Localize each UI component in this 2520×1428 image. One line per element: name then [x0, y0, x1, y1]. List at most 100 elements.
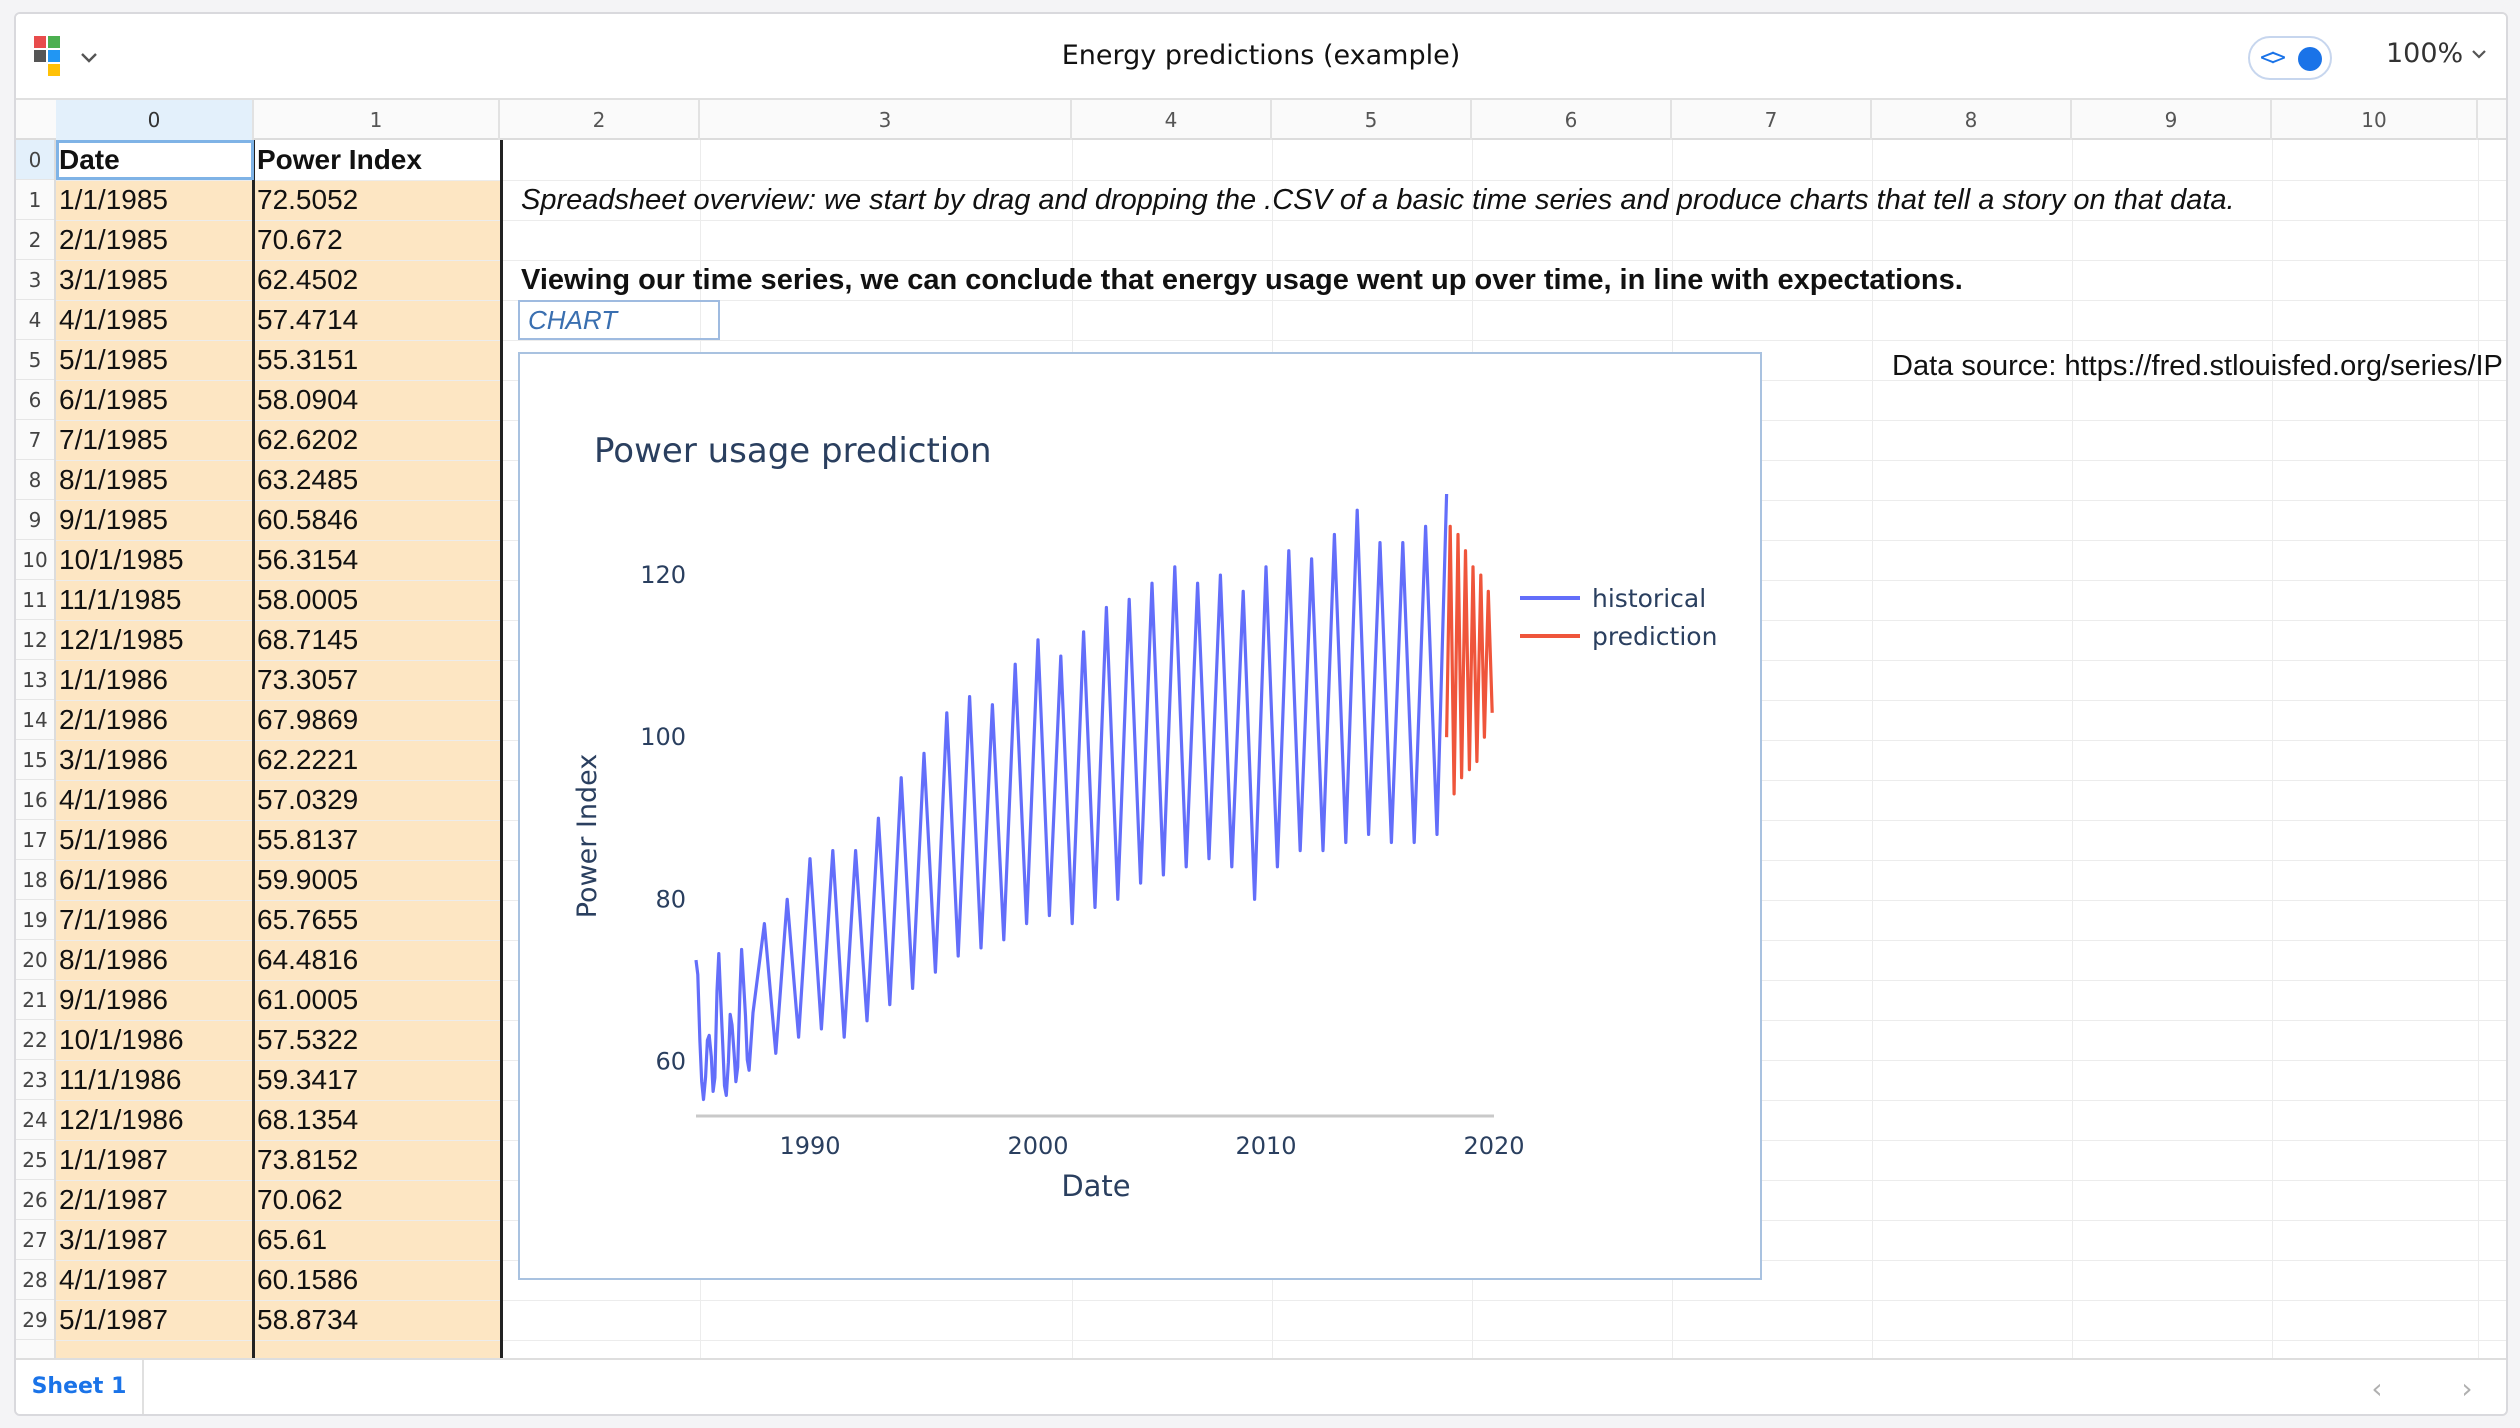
power-index-cell[interactable]: 70.062: [257, 1184, 343, 1215]
date-cell[interactable]: 2/1/1985: [59, 224, 168, 255]
row-header-15[interactable]: 15: [16, 740, 54, 780]
row-header-5[interactable]: 5: [16, 340, 54, 380]
row-header-14[interactable]: 14: [16, 700, 54, 740]
column-header-10[interactable]: 10: [2272, 100, 2478, 140]
row-header-13[interactable]: 13: [16, 660, 54, 700]
app-menu-button[interactable]: [34, 34, 114, 80]
date-cell[interactable]: 12/1/1986: [59, 1104, 184, 1135]
row-header-9[interactable]: 9: [16, 500, 54, 540]
legend[interactable]: historical prediction: [1520, 584, 1717, 651]
power-index-cell[interactable]: 61.0005: [257, 984, 359, 1015]
row-header-2[interactable]: 2: [16, 220, 54, 260]
chevron-right-icon[interactable]: ›: [2461, 1372, 2473, 1405]
date-cell[interactable]: 4/1/1987: [59, 1264, 168, 1295]
row-header-17[interactable]: 17: [16, 820, 54, 860]
row-header-19[interactable]: 19: [16, 900, 54, 940]
power-index-cell[interactable]: 70.672: [257, 224, 343, 255]
column-header-7[interactable]: 7: [1672, 100, 1872, 140]
date-cell[interactable]: 11/1/1986: [59, 1064, 182, 1095]
power-index-cell[interactable]: 56.3154: [257, 544, 359, 575]
cell-area[interactable]: Date Power Index 1/1/1985 72.5052 2/1/1985 70…: [56, 140, 2506, 1358]
column-header-2[interactable]: 2: [500, 100, 700, 140]
row-header-7[interactable]: 7: [16, 420, 54, 460]
date-header-cell[interactable]: Date: [59, 144, 120, 175]
date-cell[interactable]: 2/1/1986: [59, 704, 168, 735]
column-header-4[interactable]: 4: [1072, 100, 1272, 140]
column-header-8[interactable]: 8: [1872, 100, 2072, 140]
row-header-26[interactable]: 26: [16, 1180, 54, 1220]
row-header-4[interactable]: 4: [16, 300, 54, 340]
power-index-cell[interactable]: 67.9869: [257, 704, 359, 735]
date-cell[interactable]: 5/1/1987: [59, 1304, 168, 1335]
column-header-9[interactable]: 9: [2072, 100, 2272, 140]
power-index-cell[interactable]: 57.0329: [257, 784, 359, 815]
row-header-29[interactable]: 29: [16, 1300, 54, 1340]
row-header-25[interactable]: 25: [16, 1140, 54, 1180]
power-index-cell[interactable]: 60.5846: [257, 504, 359, 535]
date-cell[interactable]: 7/1/1986: [59, 904, 168, 935]
power-index-cell[interactable]: 72.5052: [257, 184, 359, 215]
power-index-cell[interactable]: 62.2221: [257, 744, 359, 775]
zoom-dropdown[interactable]: 100%: [2386, 38, 2489, 69]
row-header-23[interactable]: 23: [16, 1060, 54, 1100]
power-index-cell[interactable]: 63.2485: [257, 464, 359, 495]
power-index-cell[interactable]: 58.8734: [257, 1304, 359, 1335]
date-cell[interactable]: 3/1/1986: [59, 744, 168, 775]
power-index-cell[interactable]: 62.6202: [257, 424, 359, 455]
row-header-16[interactable]: 16: [16, 780, 54, 820]
date-cell[interactable]: 4/1/1985: [59, 304, 168, 335]
date-cell[interactable]: 3/1/1987: [59, 1224, 168, 1255]
power-index-cell[interactable]: 65.7655: [257, 904, 359, 935]
power-index-cell[interactable]: 57.4714: [257, 304, 359, 335]
power-index-cell[interactable]: 68.7145: [257, 624, 359, 655]
row-header-8[interactable]: 8: [16, 460, 54, 500]
row-header-28[interactable]: 28: [16, 1260, 54, 1300]
chart-panel[interactable]: Power usage prediction Power Index Date …: [518, 352, 1762, 1280]
spreadsheet-grid[interactable]: 0 1 2 3 4 5 6 7 8 9 10 0 1 2 3 4 5 6 7 8 9 10 11 12 13 14 15 16 17 1…: [16, 100, 2506, 1358]
date-cell[interactable]: 6/1/1985: [59, 384, 168, 415]
power-index-cell[interactable]: 65.61: [257, 1224, 328, 1255]
date-cell[interactable]: 3/1/1985: [59, 264, 168, 295]
row-header-11[interactable]: 11: [16, 580, 54, 620]
column-header-6[interactable]: 6: [1472, 100, 1672, 140]
date-cell[interactable]: 10/1/1985: [59, 544, 184, 575]
code-view-toggle[interactable]: <>: [2248, 36, 2332, 80]
power-index-cell[interactable]: 64.4816: [257, 944, 359, 975]
date-cell[interactable]: 9/1/1986: [59, 984, 168, 1015]
row-header-1[interactable]: 1: [16, 180, 54, 220]
row-header-27[interactable]: 27: [16, 1220, 54, 1260]
power-index-cell[interactable]: 73.3057: [257, 664, 359, 695]
row-header-20[interactable]: 20: [16, 940, 54, 980]
power-index-cell[interactable]: 68.1354: [257, 1104, 359, 1135]
power-index-cell[interactable]: 55.3151: [257, 344, 359, 375]
date-cell[interactable]: 1/1/1987: [59, 1144, 168, 1175]
power-index-cell[interactable]: 59.3417: [257, 1064, 359, 1095]
selected-cell[interactable]: [56, 140, 254, 180]
date-cell[interactable]: 9/1/1985: [59, 504, 168, 535]
date-cell[interactable]: 7/1/1985: [59, 424, 168, 455]
date-cell[interactable]: 2/1/1987: [59, 1184, 168, 1215]
power-index-cell[interactable]: 62.4502: [257, 264, 359, 295]
sheet-tab[interactable]: Sheet 1: [16, 1360, 144, 1414]
column-header-1[interactable]: 1: [254, 100, 500, 140]
row-header-24[interactable]: 24: [16, 1100, 54, 1140]
date-cell[interactable]: 5/1/1985: [59, 344, 168, 375]
power-index-cell[interactable]: 58.0005: [257, 584, 359, 615]
power-index-cell[interactable]: 57.5322: [257, 1024, 359, 1055]
row-header-18[interactable]: 18: [16, 860, 54, 900]
date-cell[interactable]: 8/1/1986: [59, 944, 168, 975]
power-index-cell[interactable]: 55.8137: [257, 824, 359, 855]
date-cell[interactable]: 4/1/1986: [59, 784, 168, 815]
date-cell[interactable]: 10/1/1986: [59, 1024, 184, 1055]
date-cell[interactable]: 1/1/1985: [59, 184, 168, 215]
power-index-header-cell[interactable]: Power Index: [257, 144, 422, 175]
overview-note[interactable]: Spreadsheet overview: we start by drag a…: [521, 184, 2235, 216]
date-cell[interactable]: 11/1/1985: [59, 584, 182, 615]
power-index-cell[interactable]: 59.9005: [257, 864, 359, 895]
row-header-10[interactable]: 10: [16, 540, 54, 580]
row-header-12[interactable]: 12: [16, 620, 54, 660]
power-index-cell[interactable]: 60.1586: [257, 1264, 359, 1295]
row-header-6[interactable]: 6: [16, 380, 54, 420]
column-header-3[interactable]: 3: [700, 100, 1072, 140]
column-header-0[interactable]: 0: [56, 100, 254, 140]
